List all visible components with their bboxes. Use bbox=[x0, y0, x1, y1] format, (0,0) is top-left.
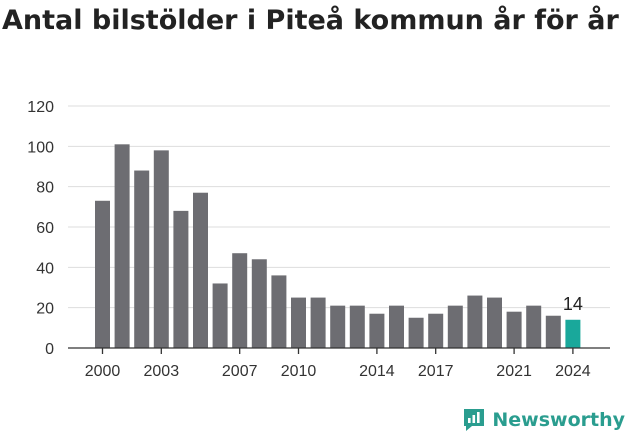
y-tick-label: 80 bbox=[36, 180, 54, 197]
bar-2018 bbox=[447, 305, 463, 348]
highlight-data-label: 14 bbox=[563, 294, 583, 314]
bar-2006 bbox=[212, 283, 228, 348]
x-tick-label: 2000 bbox=[85, 363, 121, 380]
bar-2000 bbox=[95, 200, 110, 348]
bar-2005 bbox=[193, 192, 208, 348]
bar-2013 bbox=[349, 305, 365, 348]
x-tick-label: 2003 bbox=[144, 363, 180, 380]
x-tick-label: 2024 bbox=[555, 363, 591, 380]
y-tick-label: 100 bbox=[27, 139, 54, 156]
x-tick-label: 2017 bbox=[418, 363, 454, 380]
bar-2016 bbox=[408, 317, 424, 348]
bar-2023 bbox=[545, 315, 561, 348]
y-axis-tick-labels: 0 20 40 60 80 100 120 bbox=[27, 99, 54, 358]
bar-2009 bbox=[271, 275, 287, 348]
bar-2015 bbox=[389, 305, 404, 348]
y-tick-label: 60 bbox=[36, 220, 54, 237]
y-tick-label: 120 bbox=[27, 99, 54, 116]
bar-2019 bbox=[467, 295, 483, 348]
bar-2007 bbox=[232, 253, 248, 348]
bar-2021 bbox=[506, 311, 522, 348]
y-tick-label: 20 bbox=[36, 301, 54, 318]
bar-2017 bbox=[428, 313, 444, 348]
bar-2010 bbox=[291, 297, 306, 348]
x-axis-ticks: 2000 2003 2007 2010 2014 2017 2021 2024 bbox=[85, 348, 591, 380]
gridlines bbox=[68, 105, 610, 309]
newsworthy-logo: Newsworthy bbox=[462, 407, 625, 433]
brand-name: Newsworthy bbox=[492, 409, 625, 431]
bar-chart: 0 20 40 60 80 100 120 2000 2003 2007 2010 2014 2017… bbox=[27, 99, 610, 380]
bar-2001 bbox=[114, 144, 130, 348]
bar-2002 bbox=[134, 170, 150, 348]
y-tick-label: 0 bbox=[45, 341, 54, 358]
bar-2011 bbox=[310, 297, 326, 348]
chart-title: Antal bilstölder i Piteå kommun år för å… bbox=[2, 5, 619, 36]
bar-2012 bbox=[330, 305, 346, 348]
x-tick-label: 2021 bbox=[496, 363, 532, 380]
x-tick-label: 2014 bbox=[359, 363, 395, 380]
y-tick-label: 40 bbox=[36, 260, 54, 277]
data-labels: 14 bbox=[563, 294, 583, 314]
bar-2020 bbox=[487, 297, 502, 348]
bar-2024 bbox=[565, 319, 581, 348]
bar-2022 bbox=[526, 305, 542, 348]
bar-2003 bbox=[153, 150, 169, 348]
x-tick-label: 2010 bbox=[281, 363, 317, 380]
bars bbox=[95, 144, 581, 348]
bar-2004 bbox=[173, 210, 189, 348]
x-tick-label: 2007 bbox=[222, 363, 258, 380]
bar-2014 bbox=[369, 313, 385, 348]
newsworthy-icon bbox=[464, 409, 485, 431]
bar-2008 bbox=[251, 259, 267, 348]
